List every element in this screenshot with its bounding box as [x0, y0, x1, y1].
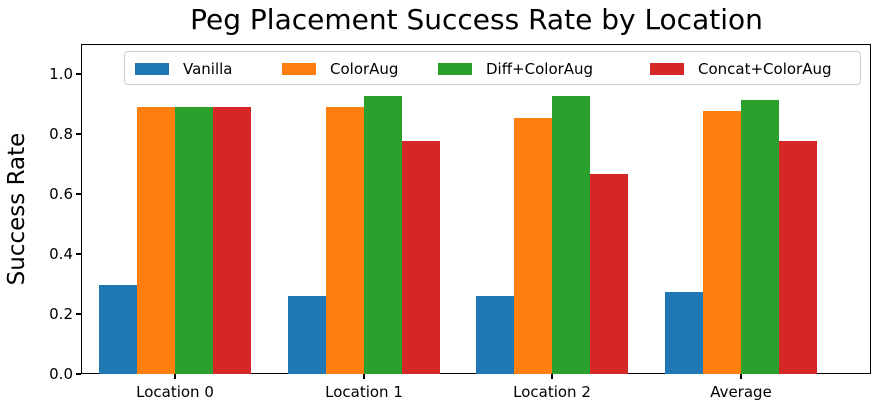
bar-vanilla-location-2: [476, 296, 515, 374]
bar-concat-coloraug-location-1: [401, 140, 440, 374]
y-tick-mark: [76, 253, 81, 255]
legend-swatch-coloraug: [282, 63, 316, 75]
x-tick-mark: [740, 374, 742, 379]
bar-vanilla-location-1: [288, 296, 327, 374]
legend-item-diff-coloraug: Diff+ColorAug: [438, 52, 593, 86]
legend-item-vanilla: Vanilla: [135, 52, 233, 86]
y-tick-mark: [76, 73, 81, 75]
plot-area: [81, 44, 871, 374]
y-tick-label: 0.0: [49, 365, 73, 383]
chart-title: Peg Placement Success Rate by Location: [190, 3, 763, 36]
bar-coloraug-location-1: [326, 107, 364, 374]
x-tick-label: Location 0: [136, 383, 214, 401]
x-tick-label: Average: [710, 383, 772, 401]
y-tick-mark: [76, 193, 81, 195]
y-axis-label: Success Rate: [4, 132, 30, 286]
x-tick-label: Location 1: [325, 383, 403, 401]
y-tick-label: 0.8: [49, 125, 73, 143]
legend-swatch-concat-coloraug: [650, 63, 684, 75]
bar-diff-coloraug-location-0: [175, 107, 213, 374]
bar-coloraug-location-2: [514, 118, 552, 374]
y-tick-label: 0.2: [49, 305, 73, 323]
x-tick-mark: [363, 374, 365, 379]
bar-concat-coloraug-location-2: [589, 173, 628, 374]
x-tick-label: Location 2: [513, 383, 591, 401]
bar-vanilla-average: [665, 292, 704, 374]
legend-item-coloraug: ColorAug: [282, 52, 398, 86]
legend-label: ColorAug: [330, 60, 399, 78]
y-tick-label: 0.6: [49, 185, 73, 203]
legend-item-concat-coloraug: Concat+ColorAug: [650, 52, 832, 86]
bar-concat-coloraug-location-0: [212, 107, 251, 374]
bar-diff-coloraug-average: [741, 99, 779, 374]
legend-swatch-diff-coloraug: [438, 63, 472, 75]
bar-coloraug-location-0: [137, 107, 175, 374]
x-tick-mark: [174, 374, 176, 379]
y-tick-mark: [76, 313, 81, 315]
y-tick-mark: [76, 133, 81, 135]
y-tick-mark: [76, 373, 81, 375]
y-tick-label: 0.4: [49, 245, 73, 263]
legend-swatch-vanilla: [135, 63, 169, 75]
bar-concat-coloraug-average: [778, 140, 817, 374]
legend-label: Concat+ColorAug: [698, 60, 832, 78]
x-tick-mark: [551, 374, 553, 379]
bar-diff-coloraug-location-2: [552, 96, 590, 374]
y-tick-label: 1.0: [49, 65, 73, 83]
legend-label: Diff+ColorAug: [486, 60, 594, 78]
bar-coloraug-average: [703, 110, 741, 374]
legend-label: Vanilla: [183, 60, 233, 78]
bar-vanilla-location-0: [99, 285, 138, 374]
legend: Vanilla ColorAug Diff+ColorAug Concat+Co…: [124, 51, 861, 85]
bar-diff-coloraug-location-1: [364, 96, 402, 374]
